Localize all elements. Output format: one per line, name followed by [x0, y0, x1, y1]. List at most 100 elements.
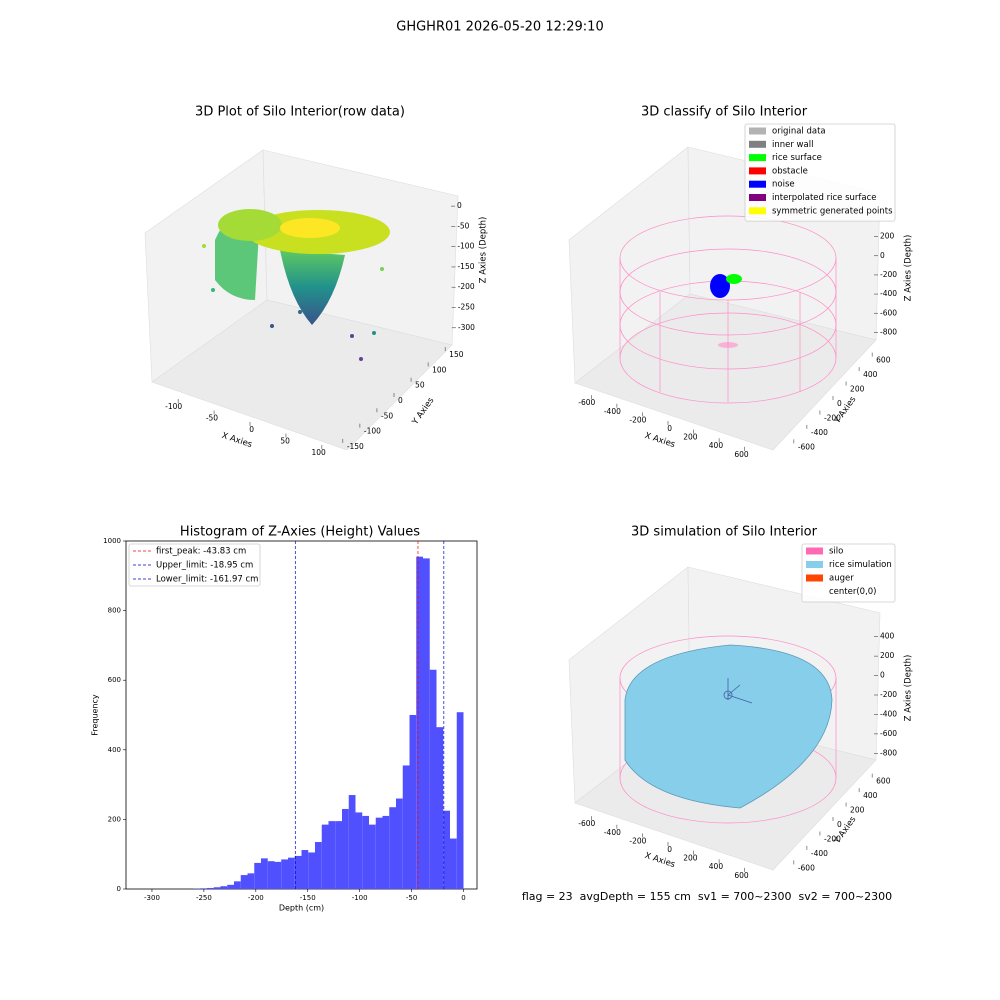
bar	[288, 857, 295, 889]
y-tick-label: 600	[876, 777, 891, 786]
z-tick-label: -50	[457, 221, 469, 230]
bar	[247, 873, 255, 889]
x-tick-label: -300	[144, 894, 160, 902]
bar	[213, 887, 221, 889]
bar	[409, 715, 417, 889]
legend-swatch	[749, 140, 766, 148]
x-tick-label: -200	[629, 415, 646, 424]
y-tick-label: 0	[837, 820, 842, 829]
y-tick-label: 0	[117, 885, 121, 893]
legend-label: obstacle	[772, 166, 808, 176]
x-tick-label: 0	[461, 894, 465, 902]
y-axis-label: Y Axies	[832, 394, 859, 426]
legend-label: interpolated rice surface	[772, 193, 877, 203]
y-tick-label: 0	[398, 396, 403, 405]
legend-label: auger	[829, 574, 854, 584]
x-tick-label: 0	[667, 845, 672, 854]
x-tick-label: 0	[249, 425, 254, 434]
y-tick-label: 600	[108, 676, 121, 684]
legend-label: silo	[829, 547, 843, 557]
bar	[423, 558, 430, 889]
z-tick-label: 200	[880, 651, 895, 660]
y-tick-label: 200	[850, 385, 865, 394]
y-tick-label: -400	[811, 428, 828, 437]
y-tick-label: -200	[824, 834, 841, 843]
x-axis-label: Depth (cm)	[279, 904, 324, 913]
chart-title: 3D classify of Silo Interior	[641, 105, 808, 120]
x-tick-label: -250	[196, 894, 212, 902]
z-tick-label: 0	[457, 201, 462, 210]
bar	[234, 881, 241, 889]
bar	[328, 821, 336, 889]
z-tick-label: -600	[880, 308, 897, 317]
bar	[382, 815, 390, 889]
bar	[348, 795, 356, 889]
legend-box	[128, 543, 261, 587]
bar	[436, 727, 444, 889]
x-tick-label: 600	[734, 871, 749, 880]
y-tick-label: 100	[432, 365, 447, 374]
z-tick-label: -200	[458, 282, 475, 291]
legend-label: first_peak: -43.83 cm	[156, 547, 246, 557]
y-tick-label: -400	[811, 849, 828, 858]
z-tick-label: -400	[880, 709, 897, 718]
y-axis-label: Y Axies	[832, 814, 859, 846]
z-tick-label: -200	[880, 270, 897, 279]
y-tick-label: 400	[863, 370, 878, 379]
legend-label: rice simulation	[829, 560, 892, 570]
z-tick-label: -300	[458, 323, 475, 332]
y-tick-label: 400	[108, 746, 121, 754]
z-axis-label: Z Axies (Depth)	[904, 655, 914, 722]
bar	[402, 765, 410, 889]
legend-swatch	[806, 547, 823, 555]
legend-swatch	[749, 194, 766, 201]
x-tick-label: 600	[734, 450, 749, 459]
z-tick-label: 200	[880, 232, 895, 241]
bar	[315, 842, 322, 889]
bar	[456, 712, 464, 889]
x-tick-label: -400	[604, 828, 621, 837]
legend-label: rice surface	[772, 153, 822, 163]
z-axis-label: Z Axies (Depth)	[904, 235, 914, 302]
bar	[450, 838, 457, 889]
legend-label: Lower_limit: -161.97 cm	[156, 575, 258, 585]
z-tick-label: 0	[880, 671, 885, 680]
bar	[281, 859, 288, 889]
y-tick-label: 200	[850, 806, 865, 815]
legend-label: original data	[772, 127, 826, 137]
z-tick-label: -100	[457, 242, 474, 251]
bar	[355, 812, 363, 889]
z-tick-label: -200	[880, 690, 897, 699]
bar	[389, 807, 396, 889]
point-cloud	[202, 209, 390, 361]
chart-title: Histogram of Z-Axies (Height) Values	[180, 525, 420, 540]
x-tick-label: 200	[683, 854, 698, 863]
bar	[396, 798, 403, 889]
y-tick-label: -100	[364, 427, 381, 436]
bar	[416, 556, 423, 889]
bar	[220, 886, 228, 889]
silo-wireframe	[619, 215, 837, 404]
bar	[362, 815, 369, 889]
x-tick-label: -100	[165, 402, 182, 411]
bar	[254, 862, 261, 889]
z-tick-label: -250	[458, 303, 475, 312]
z-axis-label: Z Axies (Depth)	[479, 217, 489, 284]
y-tick-label: -150	[347, 442, 364, 451]
chart-title: 3D Plot of Silo Interior(row data)	[195, 105, 405, 120]
bar	[335, 821, 342, 889]
bar	[308, 852, 315, 889]
y-tick-label: 600	[876, 356, 891, 365]
bar	[267, 861, 275, 889]
x-axis-label: X Axies	[643, 431, 676, 450]
legend-swatch	[749, 180, 766, 188]
bar	[240, 875, 248, 889]
bar	[274, 861, 282, 889]
chart-title: 3D simulation of Silo Interior	[631, 525, 818, 540]
y-tick-label: 0	[837, 399, 842, 408]
legend-box	[744, 123, 896, 222]
bar	[227, 884, 234, 889]
legend-label: center(0,0)	[829, 587, 877, 597]
y-tick-label: 1000	[103, 537, 121, 545]
